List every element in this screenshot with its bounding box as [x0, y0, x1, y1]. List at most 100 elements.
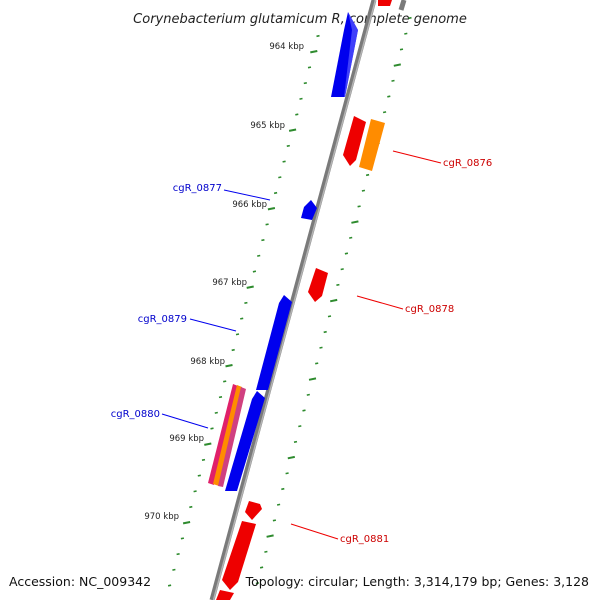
minor-tick: [303, 82, 307, 85]
gene-arrow[interactable]: [344, 12, 358, 97]
gene-label-cgR_0880[interactable]: cgR_0880: [111, 409, 160, 420]
minor-tick: [264, 550, 268, 553]
minor-tick: [307, 66, 312, 69]
minor-tick: [272, 519, 277, 522]
major-tick: [225, 364, 233, 368]
minor-tick: [240, 317, 244, 320]
accession-text: Accession: NC_009342: [9, 574, 151, 589]
minor-tick: [180, 537, 185, 540]
gene-label-cgR_0879[interactable]: cgR_0879: [138, 314, 187, 325]
minor-tick: [340, 268, 344, 271]
gene-arrow-cgR_0880[interactable]: [225, 391, 265, 491]
minor-tick: [286, 144, 290, 147]
gene-arrow-cgR_0879[interactable]: [256, 295, 292, 390]
minor-tick: [223, 380, 227, 383]
minor-tick: [276, 503, 281, 506]
scale-label: 969 kbp: [169, 434, 204, 444]
inner-scale-ticks: [167, 34, 320, 587]
minor-tick: [282, 160, 286, 163]
gene-arrow[interactable]: [378, 0, 392, 6]
minor-tick: [201, 458, 206, 461]
scale-label: 967 kbp: [212, 278, 247, 288]
minor-tick: [214, 411, 218, 414]
scale-label: 970 kbp: [144, 512, 179, 522]
minor-tick: [167, 584, 172, 587]
feature-block-cgR_0880[interactable]: [208, 384, 246, 487]
minor-tick: [302, 409, 306, 412]
minor-tick: [323, 330, 327, 334]
minor-tick: [281, 487, 285, 491]
minor-tick: [408, 16, 412, 20]
gene-arrow[interactable]: [222, 521, 256, 590]
gene-arrow-cgR_0876b[interactable]: [359, 119, 385, 171]
minor-tick: [306, 393, 310, 396]
minor-tick: [261, 239, 265, 242]
major-tick: [351, 220, 359, 224]
minor-tick: [315, 362, 319, 365]
minor-tick: [357, 205, 361, 208]
major-tick: [330, 298, 338, 303]
minor-tick: [298, 425, 302, 428]
minor-tick: [172, 568, 176, 571]
major-tick: [393, 63, 401, 67]
major-tick: [182, 521, 191, 525]
minor-tick: [293, 440, 298, 443]
minor-tick: [193, 490, 197, 493]
outer-backbone-fragment: [398, 0, 407, 11]
minor-tick: [259, 566, 264, 569]
gene-arrow-cgR_0877[interactable]: [301, 200, 317, 220]
minor-tick: [316, 34, 320, 38]
outer-scale-ticks: [255, 16, 412, 585]
minor-tick: [197, 474, 201, 477]
minor-tick: [257, 254, 261, 257]
minor-tick: [231, 348, 235, 352]
minor-tick: [361, 189, 366, 192]
minor-tick: [299, 97, 303, 100]
minor-tick: [399, 48, 404, 51]
forward-strand-genes: [225, 12, 358, 491]
minor-tick: [176, 553, 180, 556]
minor-tick: [265, 223, 269, 226]
genome-backbone: [209, 0, 377, 600]
reverse-strand-genes: [216, 0, 392, 600]
gene-label-cgR_0881[interactable]: cgR_0881: [340, 534, 389, 545]
scale-label: 965 kbp: [250, 121, 285, 131]
minor-tick: [404, 32, 408, 35]
major-tick: [246, 285, 254, 289]
gene-label-cgR_0878[interactable]: cgR_0878: [405, 304, 454, 315]
minor-tick: [295, 113, 299, 116]
gene-arrow-cgR_0876[interactable]: [343, 116, 366, 166]
gene-arrow[interactable]: [216, 590, 234, 600]
minor-tick: [244, 301, 248, 304]
minor-tick: [189, 505, 193, 509]
major-tick: [288, 128, 297, 132]
gene-label-cgR_0876[interactable]: cgR_0876: [443, 158, 492, 169]
label-leaders: [161, 150, 442, 540]
minor-tick: [252, 270, 257, 273]
major-tick: [266, 534, 274, 538]
minor-tick: [344, 252, 349, 255]
minor-tick: [336, 283, 340, 286]
minor-tick: [273, 191, 278, 195]
minor-tick: [278, 176, 282, 179]
gene-arrow[interactable]: [331, 12, 358, 97]
scale-label: 964 kbp: [269, 42, 304, 52]
gene-arrow-cgR_0878[interactable]: [308, 268, 328, 302]
major-tick: [267, 207, 276, 211]
minor-tick: [327, 315, 332, 318]
minor-tick: [235, 333, 240, 336]
minor-tick: [218, 396, 223, 399]
scale-label: 968 kbp: [190, 357, 225, 367]
major-tick: [204, 442, 212, 446]
minor-tick: [255, 582, 260, 585]
gene-labels: cgR_0876 cgR_0877 cgR_0878 cgR_0879 cgR_…: [111, 158, 493, 545]
major-tick: [287, 455, 295, 460]
gene-label-cgR_0877[interactable]: cgR_0877: [173, 183, 222, 194]
topology-summary: Topology: circular; Length: 3,314,179 bp…: [245, 574, 589, 589]
scale-labels: 964 kbp 965 kbp 966 kbp 967 kbp 968 kbp …: [144, 42, 304, 522]
minor-tick: [210, 427, 214, 430]
minor-tick: [365, 173, 370, 177]
gene-arrow-cgR_0881[interactable]: [245, 501, 262, 520]
minor-tick: [349, 236, 353, 239]
map-title: Corynebacterium glutamicum R, complete g…: [133, 12, 467, 27]
